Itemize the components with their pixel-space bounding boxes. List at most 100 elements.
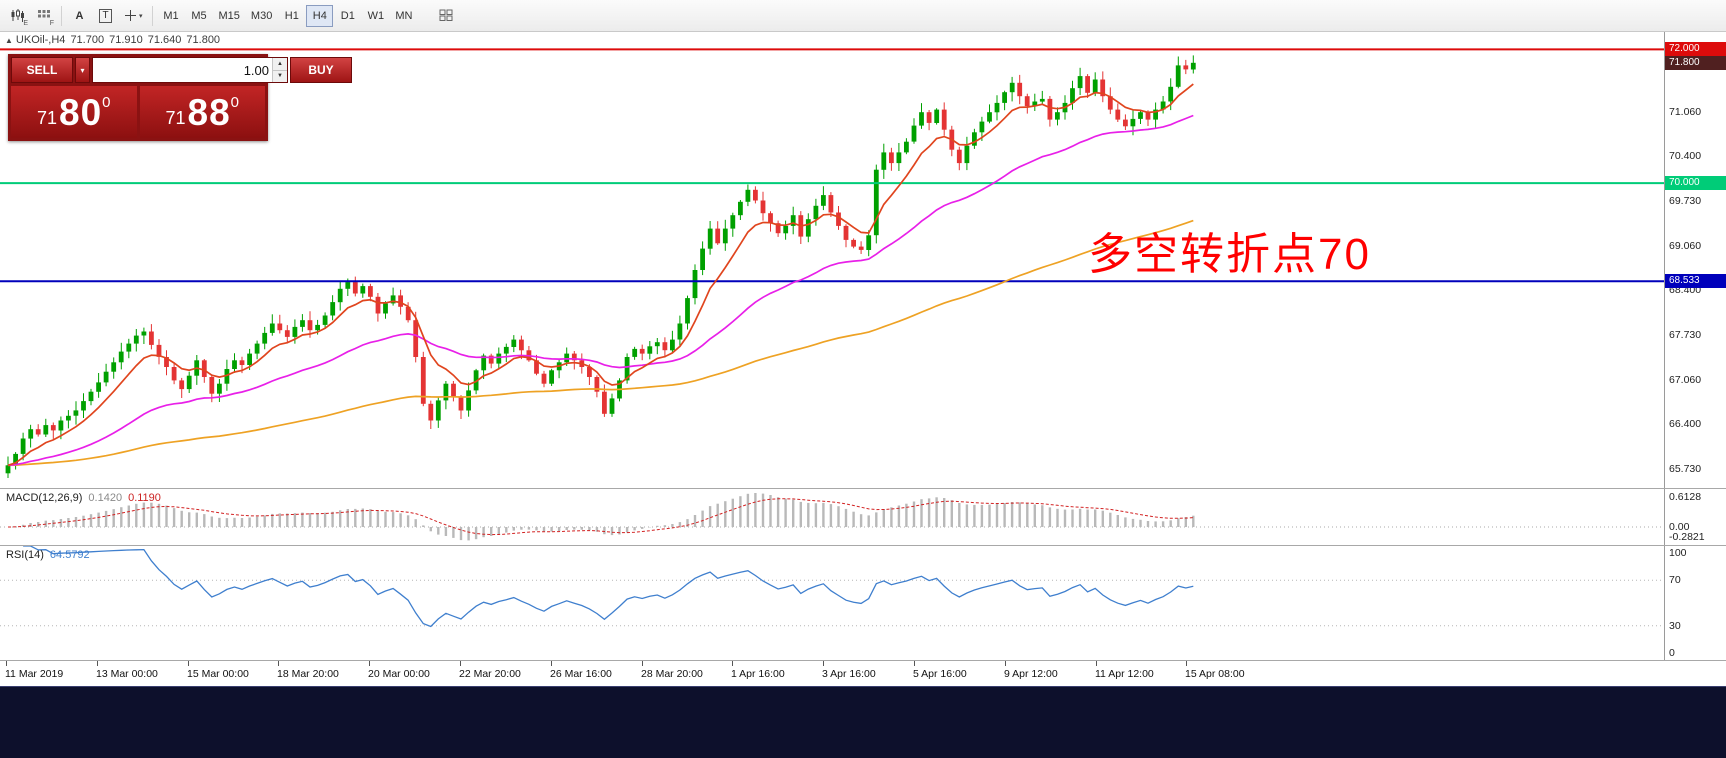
time-tick bbox=[823, 661, 824, 666]
panel-splitter[interactable] bbox=[0, 545, 1726, 546]
price-axis[interactable]: 71.73071.06070.40069.73069.06068.40067.7… bbox=[1664, 32, 1726, 488]
price-tick: 70.400 bbox=[1669, 150, 1702, 162]
crosshair-tool[interactable]: ▾ bbox=[119, 4, 147, 28]
icon-sub-label: E bbox=[23, 19, 28, 27]
macd-canvas[interactable]: MACD(12,26,9) 0.1420 0.1190 bbox=[0, 489, 1664, 545]
panel-splitter[interactable] bbox=[0, 660, 1726, 661]
rsi-canvas[interactable]: RSI(14) 64.5792 bbox=[0, 546, 1664, 660]
price-tick: 69.060 bbox=[1669, 240, 1702, 252]
time-tick bbox=[551, 661, 552, 666]
macd-main-value: 0.1420 bbox=[88, 492, 123, 504]
volume-stepper: ▲ ▼ bbox=[272, 58, 287, 82]
chart-canvas[interactable]: ▲ UKOil-,H4 71.700 71.910 71.640 71.800 SELL … bbox=[0, 32, 1664, 488]
candlestick-icon bbox=[11, 8, 24, 22]
symbol-timeframe: UKOil-,H4 bbox=[15, 34, 66, 46]
time-tick bbox=[642, 661, 643, 666]
rsi-value: 64.5792 bbox=[49, 549, 90, 561]
volume-field: ▲ ▼ bbox=[92, 57, 288, 83]
sell-price-big: 80 bbox=[59, 91, 103, 133]
time-tick bbox=[369, 661, 370, 666]
volume-input[interactable] bbox=[93, 58, 272, 82]
time-tick bbox=[1096, 661, 1097, 666]
price-tick: 65.730 bbox=[1669, 463, 1702, 475]
panel-splitter[interactable] bbox=[0, 488, 1726, 489]
time-tick bbox=[97, 661, 98, 666]
time-axis[interactable]: 11 Mar 2019 13 Mar 00:00 15 Mar 00:00 18 Ma… bbox=[0, 661, 1726, 686]
time-label: 13 Mar 00:00 bbox=[96, 668, 158, 680]
time-label: 15 Mar 00:00 bbox=[187, 668, 249, 680]
chevron-down-icon: ▾ bbox=[80, 65, 85, 75]
quote-high: 71.910 bbox=[109, 34, 143, 46]
time-tick bbox=[278, 661, 279, 666]
tf-d1[interactable]: D1 bbox=[334, 5, 361, 27]
time-label: 20 Mar 00:00 bbox=[368, 668, 430, 680]
volume-decrease-button[interactable]: ▼ bbox=[273, 70, 287, 82]
bottom-bar bbox=[0, 686, 1726, 758]
tf-m1[interactable]: M1 bbox=[158, 5, 185, 27]
time-label: 5 Apr 16:00 bbox=[913, 668, 967, 680]
tf-h1[interactable]: H1 bbox=[278, 5, 305, 27]
candlestick-chart bbox=[0, 48, 1664, 478]
tf-mn[interactable]: MN bbox=[390, 5, 417, 27]
tile-windows-icon bbox=[439, 9, 453, 21]
tf-m30[interactable]: M30 bbox=[246, 5, 277, 27]
buy-price-prefix: 71 bbox=[165, 108, 186, 128]
tf-m15[interactable]: M15 bbox=[214, 5, 245, 27]
buy-button[interactable]: BUY bbox=[290, 57, 352, 83]
tf-h4[interactable]: H4 bbox=[306, 4, 334, 27]
price-badge: 68.533 bbox=[1665, 274, 1726, 288]
time-tick bbox=[188, 661, 189, 666]
time-label: 9 Apr 12:00 bbox=[1004, 668, 1058, 680]
price-badge: 71.800 bbox=[1665, 56, 1726, 70]
macd-chart bbox=[0, 493, 1664, 541]
price-tick: 67.060 bbox=[1669, 374, 1702, 386]
quote-close: 71.800 bbox=[186, 34, 221, 46]
time-label: 18 Mar 20:00 bbox=[277, 668, 339, 680]
tf-w1[interactable]: W1 bbox=[362, 5, 389, 27]
time-tick bbox=[1186, 661, 1187, 666]
tf-m5[interactable]: M5 bbox=[186, 5, 213, 27]
chart-mode-icon[interactable]: E bbox=[5, 4, 30, 28]
time-tick bbox=[732, 661, 733, 666]
rsi-chart bbox=[0, 546, 1664, 628]
sell-button[interactable]: SELL bbox=[11, 57, 73, 83]
crosshair-icon bbox=[125, 10, 136, 21]
rsi-tick: 30 bbox=[1669, 620, 1681, 632]
time-label: 1 Apr 16:00 bbox=[731, 668, 785, 680]
time-label: 3 Apr 16:00 bbox=[822, 668, 876, 680]
buy-price-sup: 0 bbox=[230, 94, 240, 111]
price-badge: 70.000 bbox=[1665, 176, 1726, 190]
tile-windows-button[interactable] bbox=[433, 4, 458, 28]
time-label: 28 Mar 20:00 bbox=[641, 668, 703, 680]
macd-axis[interactable]: 0.6128 0.00 -0.2821 bbox=[1664, 489, 1726, 545]
price-badge: 72.000 bbox=[1665, 42, 1726, 56]
object-list-icon[interactable]: F bbox=[31, 4, 56, 28]
text-box-tool[interactable]: T bbox=[93, 4, 118, 28]
sell-price-display[interactable]: 71 80 0 bbox=[11, 86, 137, 138]
time-label: 26 Mar 16:00 bbox=[550, 668, 612, 680]
rsi-tick: 70 bbox=[1669, 574, 1681, 586]
order-options-dropdown[interactable]: ▾ bbox=[75, 57, 90, 83]
quote-line: ▲ UKOil-,H4 71.700 71.910 71.640 71.800 bbox=[5, 34, 225, 46]
toolbar-separator bbox=[61, 5, 62, 26]
icon-sub-label: F bbox=[49, 19, 54, 27]
rsi-tick: 100 bbox=[1669, 547, 1687, 559]
rsi-axis[interactable]: 100 70 30 0 bbox=[1664, 546, 1726, 660]
volume-increase-button[interactable]: ▲ bbox=[273, 58, 287, 71]
quote-low: 71.640 bbox=[147, 34, 182, 46]
price-tick: 66.400 bbox=[1669, 418, 1702, 430]
text-label-tool[interactable]: A bbox=[67, 4, 92, 28]
time-label: 22 Mar 20:00 bbox=[459, 668, 521, 680]
macd-tick: -0.2821 bbox=[1669, 531, 1705, 543]
macd-panel: MACD(12,26,9) 0.1420 0.1190 0.6128 0.00 -0.2… bbox=[0, 489, 1726, 545]
buy-price-display[interactable]: 71 88 0 bbox=[139, 86, 265, 138]
sell-price-prefix: 71 bbox=[36, 108, 58, 128]
time-tick bbox=[460, 661, 461, 666]
one-click-toggle-icon[interactable]: ▲ bbox=[5, 36, 13, 45]
chart-annotation-text: 多空转折点70 bbox=[1088, 230, 1371, 279]
chevron-down-icon: ▾ bbox=[139, 12, 143, 20]
time-label: 11 Apr 12:00 bbox=[1095, 668, 1154, 680]
main-chart-panel: ▲ UKOil-,H4 71.700 71.910 71.640 71.800 SELL … bbox=[0, 32, 1726, 488]
rsi-panel: RSI(14) 64.5792 100 70 30 0 bbox=[0, 546, 1726, 660]
